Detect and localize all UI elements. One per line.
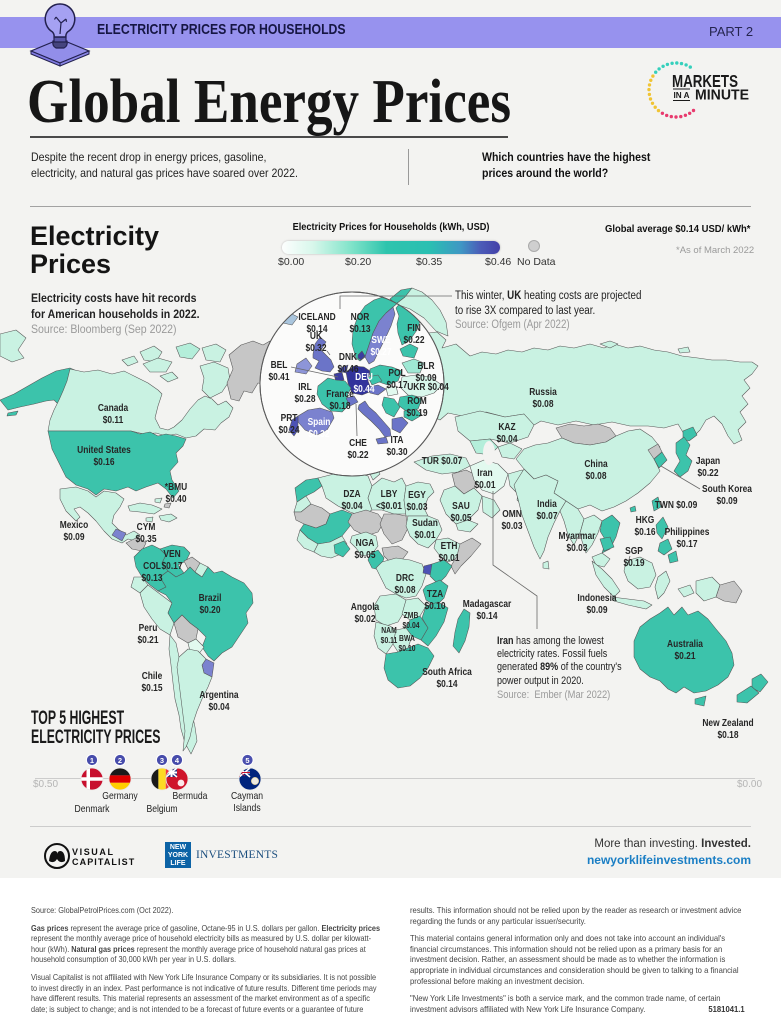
svg-text:5: 5 (245, 756, 249, 765)
svg-text:MARKETS: MARKETS (672, 70, 738, 90)
svg-text:2: 2 (118, 756, 122, 765)
svg-text:4: 4 (175, 756, 180, 765)
svg-text:MINUTE: MINUTE (695, 87, 749, 104)
svg-text:IN A: IN A (674, 90, 690, 100)
svg-text:3: 3 (160, 756, 164, 765)
svg-text:1: 1 (90, 756, 94, 765)
